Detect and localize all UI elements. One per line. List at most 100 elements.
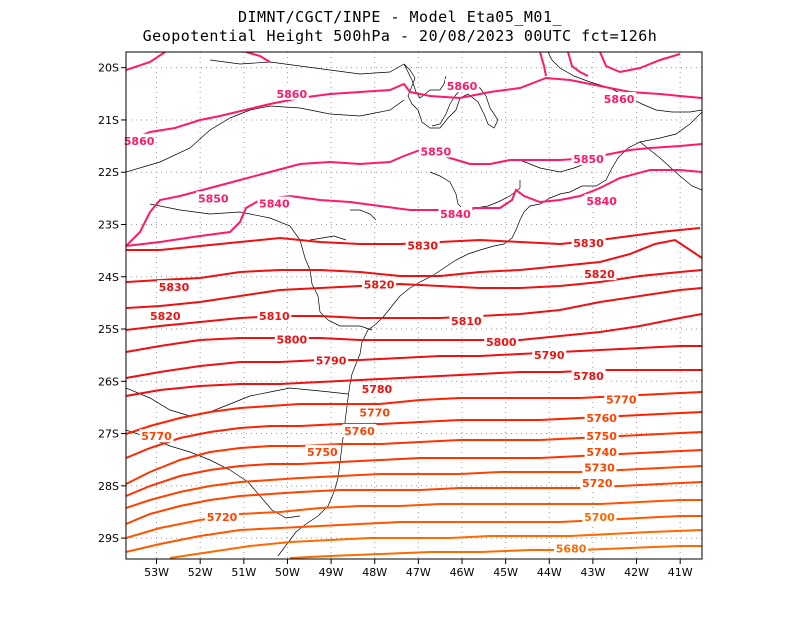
contour-label-bg: [445, 78, 479, 92]
contour-5810: [126, 287, 702, 331]
contour-label-bg: [532, 348, 567, 362]
contour-label-5840: 5840: [586, 195, 617, 208]
y-tick-label: 25S: [98, 323, 119, 336]
contour-label-bg: [582, 510, 617, 524]
x-tick-label: 41W: [668, 566, 693, 579]
contour-label-bg: [357, 405, 392, 419]
contour-label-bg: [438, 207, 473, 221]
contour-label-5860: 5860: [604, 93, 635, 106]
contour-5690: [169, 529, 702, 559]
contour-label-5820: 5820: [364, 279, 395, 292]
contour-label-5780: 5780: [573, 370, 604, 383]
x-tick-label: 53W: [144, 566, 169, 579]
contour-label-5850: 5850: [421, 145, 452, 158]
contour-label-5680: 5680: [556, 543, 587, 556]
y-tick-label: 27S: [98, 428, 119, 441]
contour-label-bg: [205, 510, 239, 524]
contour-label-5700: 5700: [584, 511, 615, 524]
contour-5860: [126, 52, 681, 77]
contour-label-5840: 5840: [440, 208, 471, 221]
axis-ticks: 53W 52W 51W 50W 49W 48W 47W 46W 45W 44W 43W 42W 41W 2…: [98, 62, 693, 579]
contour-label-bg: [584, 410, 619, 424]
contour-label-bg: [582, 460, 617, 474]
x-tick-label: 42W: [624, 566, 649, 579]
y-tick-label: 29S: [98, 532, 119, 545]
contour-label-5760: 5760: [586, 412, 617, 425]
contour-label-bg: [449, 314, 484, 328]
chart-title-line-2: Geopotential Height 500hPa - 20/08/2023 …: [142, 27, 658, 45]
contour-label-5770: 5770: [359, 407, 390, 420]
contour-label-5830: 5830: [159, 281, 190, 294]
contour-label-bg: [554, 541, 589, 555]
contour-5680: [289, 545, 702, 559]
contour-label-bg: [602, 92, 637, 106]
contour-label-5740: 5740: [586, 446, 617, 459]
contour-label-5790: 5790: [534, 349, 565, 362]
y-tick-label: 26S: [98, 375, 119, 388]
contour-5770: [126, 391, 702, 435]
x-tick-label: 43W: [580, 566, 605, 579]
contour-label-bg: [571, 235, 606, 249]
contour-5820: [126, 269, 702, 309]
contour-label-bg: [148, 308, 183, 322]
contour-label-bg: [274, 332, 309, 346]
contour-label-5790: 5790: [316, 354, 347, 367]
contour-label-5770: 5770: [606, 394, 637, 407]
contour-label-5720: 5720: [582, 477, 613, 490]
contour-label-bg: [274, 86, 309, 100]
contour-label-bg: [314, 353, 349, 367]
chart-title-line-1: DIMNT/CGCT/INPE - Model Eta05_M01_: [237, 8, 563, 26]
y-tick-label: 28S: [98, 480, 119, 493]
contour-label-5750: 5750: [586, 430, 617, 443]
contour-label-5720: 5720: [207, 511, 238, 524]
contour-label-bg: [584, 444, 619, 458]
contour-label-bg: [122, 133, 157, 147]
contour-label-bg: [157, 280, 191, 294]
contour-label-bg: [359, 382, 394, 396]
contour-label-bg: [580, 476, 615, 490]
contour-label-5830: 5830: [407, 239, 438, 252]
contour-label-bg: [418, 144, 453, 158]
contour-label-bg: [342, 423, 377, 437]
contour-5860: [126, 76, 702, 143]
contour-5830: [126, 238, 702, 283]
x-tick-label: 49W: [319, 566, 344, 579]
contour-label-bg: [484, 335, 519, 349]
x-tick-label: 47W: [406, 566, 431, 579]
contour-label-5840: 5840: [259, 198, 290, 211]
contour-label-bg: [362, 277, 397, 291]
contour-label-bg: [139, 429, 174, 443]
contour-label-bg: [571, 369, 606, 383]
contour-label-bg: [604, 392, 639, 406]
contour-label-bg: [257, 308, 292, 322]
contour-label-5850: 5850: [573, 153, 604, 166]
contour-label-5860: 5860: [277, 88, 308, 101]
contour-label-5820: 5820: [584, 268, 615, 281]
y-tick-label: 22S: [98, 166, 119, 179]
contour-5700: [126, 515, 702, 553]
y-tick-label: 21S: [98, 114, 119, 127]
contour-label-5730: 5730: [584, 462, 615, 475]
contour-label-5810: 5810: [259, 310, 290, 323]
contour-label-5860: 5860: [447, 80, 478, 93]
y-tick-label: 24S: [98, 271, 119, 284]
contour-label-5820: 5820: [150, 310, 181, 323]
contour-label-bg: [584, 193, 619, 207]
x-tick-label: 45W: [493, 566, 518, 579]
contour-label-5800: 5800: [486, 336, 517, 349]
contour-label-5780: 5780: [362, 383, 393, 396]
x-tick-label: 44W: [537, 566, 562, 579]
x-tick-label: 51W: [231, 566, 256, 579]
x-tick-label: 50W: [275, 566, 300, 579]
contour-labels: 5860 5860 5860 5860 5850 5850 5850 5840 5840 5840…: [122, 78, 639, 556]
contour-label-5810: 5810: [451, 315, 482, 328]
contour-label-bg: [584, 429, 619, 443]
contour-label-5830: 5830: [573, 237, 604, 250]
contour-label-5770: 5770: [141, 430, 172, 443]
contour-5800: [126, 313, 702, 353]
x-tick-label: 46W: [450, 566, 475, 579]
x-tick-label: 48W: [362, 566, 387, 579]
contour-label-5860: 5860: [124, 135, 155, 148]
contour-label-5850: 5850: [198, 192, 229, 205]
